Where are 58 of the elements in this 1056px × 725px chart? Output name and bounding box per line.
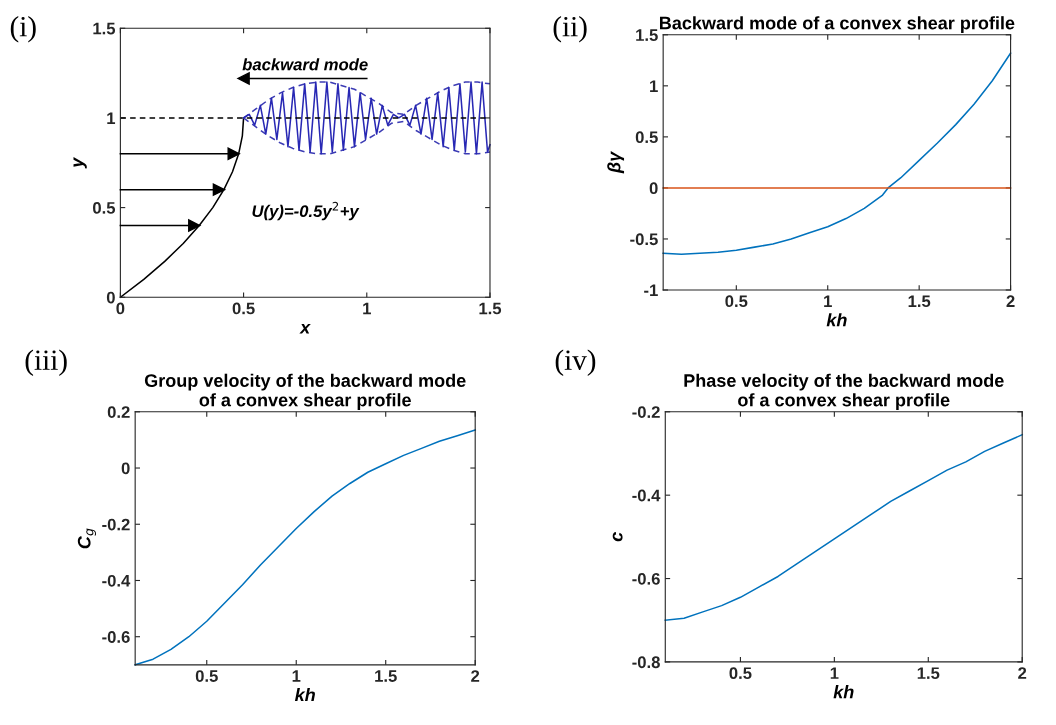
- y-tick-label: 1: [650, 80, 658, 92]
- y-tick-label: -1: [644, 284, 658, 297]
- y-tick-label: -0.2: [102, 518, 130, 531]
- y-tick-label: 0: [121, 462, 130, 475]
- y-tick-label: 0.5: [635, 131, 658, 144]
- x-tick-label: 0.5: [725, 295, 748, 308]
- x-tick-label: 1.5: [479, 302, 502, 315]
- line-series: [662, 52, 1012, 256]
- point: [227, 147, 240, 161]
- x-axis-title: kh: [826, 313, 847, 327]
- line-series: [664, 433, 1023, 622]
- x-tick-label: 0.5: [729, 667, 752, 680]
- x-tick-label: 0.5: [195, 670, 218, 682]
- chart-title: Phase velocity of the backward mode of a convex shear profile: [684, 373, 1004, 410]
- x-tick-label: 1.5: [908, 295, 931, 308]
- point: [188, 219, 201, 232]
- x-tick-label: 0.5: [232, 302, 255, 315]
- point: [237, 72, 250, 85]
- text: (iii): [25, 349, 67, 376]
- x-tick-label: 1.5: [917, 667, 940, 680]
- y-axis-title: βγ: [607, 150, 625, 174]
- y-tick-label: -0.5: [630, 233, 658, 246]
- chart-title: Backward mode of a convex shear profile: [659, 16, 1015, 33]
- x-tick-label: 1: [830, 667, 839, 679]
- x-axis-title: x: [299, 323, 311, 334]
- annotation: backward mode: [242, 58, 368, 71]
- line-series: [119, 117, 245, 299]
- y-tick-label: -0.6: [102, 631, 130, 643]
- y-tick-label: 1: [107, 112, 116, 124]
- chart-title: Group velocity of the backward mode of a convex shear profile: [144, 373, 466, 410]
- y-tick-label: -0.4: [102, 574, 131, 587]
- x-tick-label: 1: [363, 302, 371, 315]
- x-tick-label: 2: [471, 670, 480, 682]
- y-tick-label: 1.5: [636, 29, 658, 41]
- point: [212, 183, 226, 196]
- y-tick-label: 0: [649, 182, 658, 195]
- y-axis-title: c: [612, 532, 623, 542]
- y-tick-label: -0.6: [632, 572, 660, 585]
- text: (ii): [553, 15, 587, 43]
- y-axis-title: C$_{g}$: [77, 528, 96, 549]
- text: (i): [10, 15, 36, 43]
- line-series: [242, 81, 491, 155]
- y-axis-title: y: [73, 156, 87, 169]
- x-tick-label: 2: [1018, 667, 1027, 679]
- x-tick-label: 1: [824, 295, 832, 307]
- y-tick-label: 0.5: [93, 201, 116, 214]
- x-tick-label: 1: [292, 670, 301, 682]
- y-tick-label: 0.2: [107, 406, 130, 418]
- annotation: U(y)=-0.5y$^{2}$+y: [252, 201, 360, 221]
- x-axis-title: kh: [833, 685, 854, 699]
- x-axis-title: kh: [294, 688, 315, 702]
- x-tick-label: 2: [1006, 295, 1015, 307]
- y-tick-label: -0.2: [632, 406, 660, 418]
- text: (iv): [555, 349, 596, 376]
- y-tick-label: -0.8: [632, 656, 660, 669]
- y-tick-label: 1.5: [93, 22, 116, 35]
- y-tick-label: -0.4: [632, 489, 661, 502]
- x-tick-label: 1.5: [375, 670, 397, 682]
